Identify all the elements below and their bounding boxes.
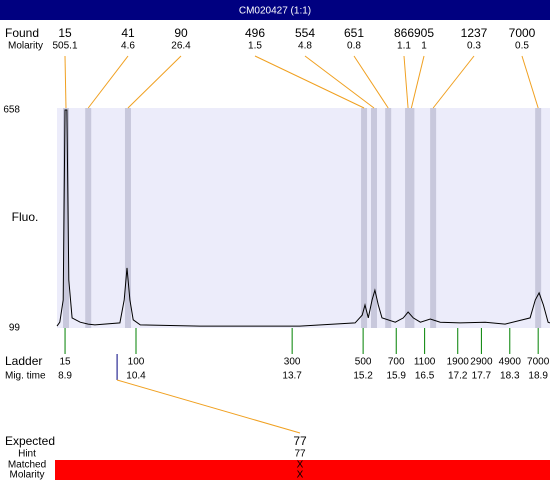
found-size: 7000 xyxy=(509,26,536,40)
peak-connector xyxy=(87,55,129,109)
ladder-label: Ladder xyxy=(5,354,42,368)
ladder-time: 17.7 xyxy=(472,371,492,382)
ladder-time: 8.9 xyxy=(58,371,72,382)
plot-area xyxy=(57,108,550,328)
found-molarity: 4.8 xyxy=(298,41,312,52)
found-molarity: 1.1 xyxy=(397,41,411,52)
found-size: 15 xyxy=(58,26,72,40)
title: CM020427 (1:1) xyxy=(239,6,311,17)
found-molarity: 505.1 xyxy=(52,41,77,52)
ladder-time: 17.2 xyxy=(448,371,468,382)
peak-connector xyxy=(127,55,182,109)
found-molarity: 4.6 xyxy=(121,41,135,52)
found-molarity: 1 xyxy=(421,41,427,52)
ladder-time: 15.9 xyxy=(386,371,406,382)
peak-band xyxy=(385,108,392,328)
ladder-size: 500 xyxy=(355,357,372,368)
expected-value: 77 xyxy=(293,434,307,448)
ladder-size: 1900 xyxy=(447,357,470,368)
marker-connector xyxy=(116,379,301,434)
molarity-label: Molarity xyxy=(8,41,43,52)
ladder-time: 15.2 xyxy=(353,371,373,382)
found-size: 1237 xyxy=(461,26,488,40)
ladder-time: 10.4 xyxy=(126,371,146,382)
ladder-time: 16.5 xyxy=(415,371,435,382)
found-size: 496 xyxy=(245,26,265,40)
ladder-time: 18.9 xyxy=(528,371,548,382)
found-molarity: 0.5 xyxy=(515,41,529,52)
peak-connector xyxy=(353,55,389,109)
found-size: 90 xyxy=(174,26,188,40)
found-label: Found xyxy=(5,26,39,40)
found-size: 651 xyxy=(344,26,364,40)
ladder-time: 13.7 xyxy=(282,371,302,382)
peak-band xyxy=(430,108,437,328)
mig-time-label: Mig. time xyxy=(5,371,46,382)
peak-connector xyxy=(410,55,425,109)
peak-band xyxy=(370,108,377,328)
peak-band xyxy=(405,108,412,328)
peak-connector xyxy=(403,55,409,109)
found-molarity: 0.3 xyxy=(467,41,481,52)
found-molarity: 26.4 xyxy=(171,41,191,52)
peak-band xyxy=(124,108,131,328)
ladder-size: 100 xyxy=(128,357,145,368)
ladder-size: 700 xyxy=(388,357,405,368)
ladder-size: 300 xyxy=(284,357,301,368)
matched-label: Matched xyxy=(8,460,46,471)
found-molarity: 0.8 xyxy=(347,41,361,52)
peak-connector xyxy=(432,55,475,109)
matched-value: X xyxy=(297,460,304,471)
found-size: 905 xyxy=(414,26,434,40)
peak-connector xyxy=(254,55,365,109)
hint-value: 77 xyxy=(294,449,306,460)
matched-bar xyxy=(55,460,550,480)
ladder-size: 4900 xyxy=(499,357,522,368)
peak-band xyxy=(535,108,542,328)
y-label: Fluo. xyxy=(12,210,39,224)
result-molarity-label: Molarity xyxy=(9,470,44,480)
hint-label: Hint xyxy=(18,449,36,460)
title-bar xyxy=(0,0,550,20)
ladder-time: 18.3 xyxy=(500,371,520,382)
ladder-size: 2900 xyxy=(470,357,493,368)
result-molarity-value: X xyxy=(297,470,304,480)
peak-connector xyxy=(64,55,67,109)
ladder-size: 7000 xyxy=(527,357,550,368)
ladder-size: 15 xyxy=(59,357,71,368)
expected-label: Expected xyxy=(5,434,55,448)
y-tick-label: 658 xyxy=(3,105,20,116)
peak-band xyxy=(62,108,69,328)
y-tick-label: 99 xyxy=(9,323,21,334)
peak-band xyxy=(361,108,368,328)
trace xyxy=(56,109,550,327)
peak-band xyxy=(85,108,92,328)
found-size: 554 xyxy=(295,26,315,40)
found-size: 41 xyxy=(121,26,135,40)
ladder-size: 1100 xyxy=(414,357,436,368)
peak-connector xyxy=(304,55,375,109)
found-molarity: 1.5 xyxy=(248,41,262,52)
found-size: 866 xyxy=(394,26,414,40)
peak-band xyxy=(408,108,415,328)
peak-connector xyxy=(521,55,539,109)
